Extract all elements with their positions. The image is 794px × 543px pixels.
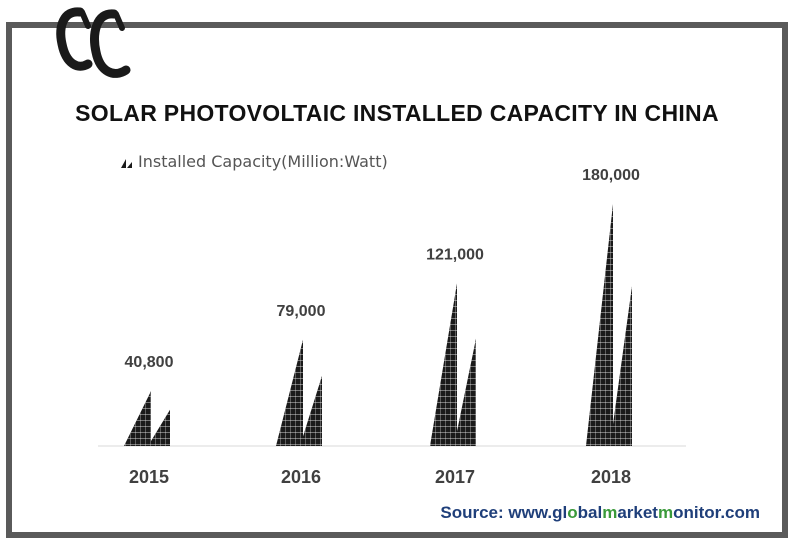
source-part: onitor xyxy=(673,503,720,522)
data-label: 180,000 xyxy=(582,167,640,184)
x-tick-label: 2017 xyxy=(435,467,475,487)
data-label: 40,800 xyxy=(125,354,174,371)
source-part: .com xyxy=(720,503,760,522)
x-tick-label: 2018 xyxy=(591,467,631,487)
source-prefix: Source: www. xyxy=(440,503,552,522)
bar-panel xyxy=(124,391,151,446)
bar-panel xyxy=(276,340,303,446)
data-label: 121,000 xyxy=(426,246,484,263)
bar-panel xyxy=(430,283,457,446)
bar-panel xyxy=(300,376,322,446)
source-part: bal xyxy=(578,503,603,522)
source-part-accent: m xyxy=(602,503,617,522)
source-part: arket xyxy=(617,503,658,522)
source-credit: Source: www.globalmarketmonitor.com xyxy=(440,503,760,523)
source-part-accent: o xyxy=(567,503,577,522)
data-label: 79,000 xyxy=(277,303,326,320)
bar-panel xyxy=(454,339,476,446)
source-part: gl xyxy=(552,503,567,522)
x-tick-label: 2015 xyxy=(129,467,169,487)
bar-panel xyxy=(586,204,613,446)
x-tick-label: 2016 xyxy=(281,467,321,487)
bar-panel xyxy=(610,286,632,446)
bar-panel xyxy=(148,410,170,446)
source-part-accent: m xyxy=(658,503,673,522)
